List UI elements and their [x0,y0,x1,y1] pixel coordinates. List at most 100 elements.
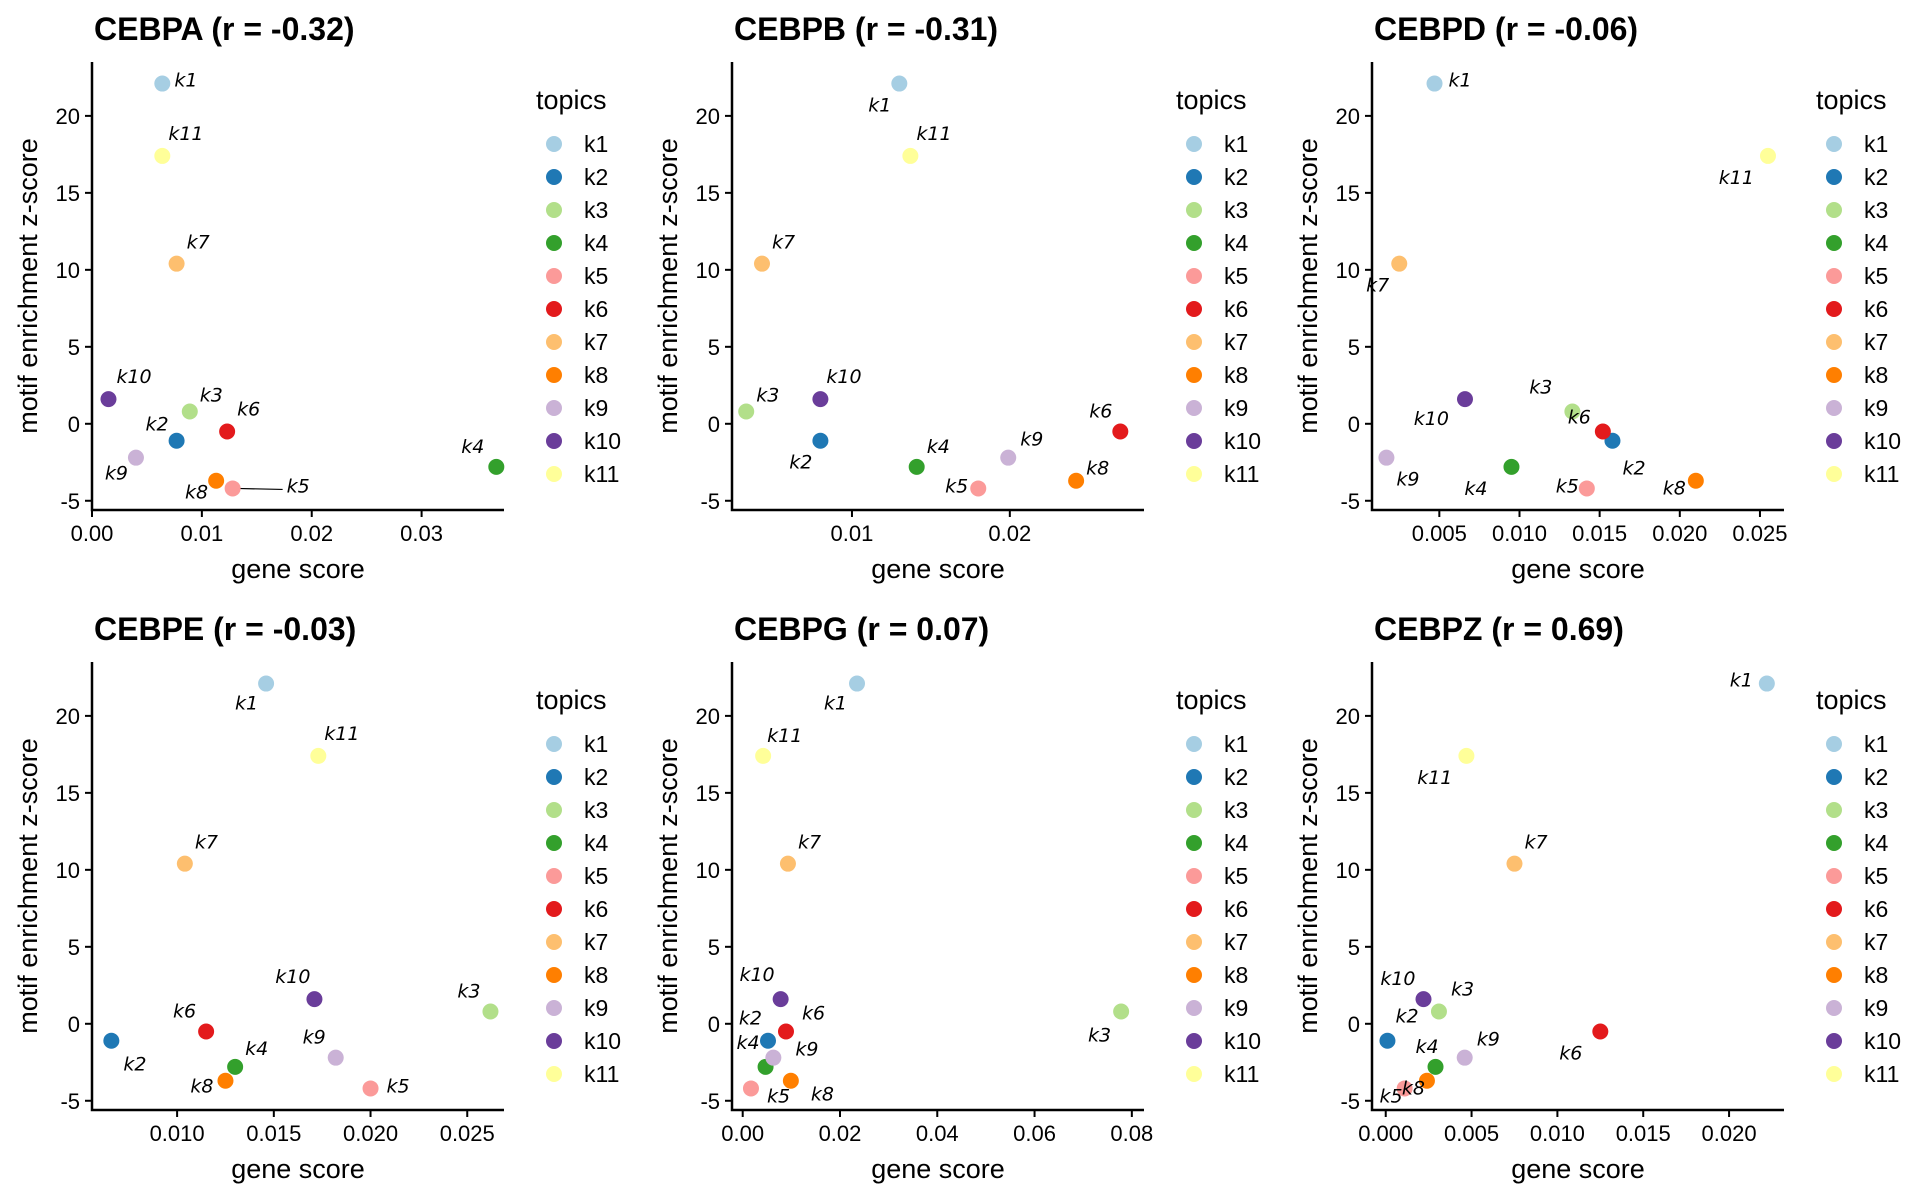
legend-swatch-k9 [546,1000,562,1016]
scatter-plot: CEBPA (r = -0.32) -5 0 5 10 15 20 0.00 0.01 0.02 0… [13,11,621,584]
chart-title: CEBPG (r = 0.07) [734,611,989,647]
legend-swatch-k10 [546,1033,562,1049]
scatter-point-k9 [1378,449,1395,466]
x-axis-title: gene score [871,554,1005,584]
legend-label: k5 [1864,863,1888,889]
legend-swatch-k5 [1826,268,1842,284]
y-tick-label: 5 [1348,335,1360,360]
legend-swatch-k11 [546,466,562,482]
legend-swatch-k5 [1186,268,1202,284]
point-label: k5 [945,475,968,497]
chart-title: CEBPA (r = -0.32) [94,11,355,47]
legend-title: topics [1176,685,1247,715]
scatter-point-k10 [1456,391,1473,408]
scatter-point-k8 [208,472,225,489]
point-label: k8 [1086,458,1109,480]
axis-lines [730,62,1144,512]
scatter-point-k7 [176,855,193,872]
legend-label: k9 [1224,395,1248,421]
scatter-point-k9 [765,1049,782,1066]
legend-label: k1 [1864,131,1888,157]
legend-label: k1 [1224,731,1248,757]
y-tick-label: -5 [1340,489,1360,514]
legend-swatch-k9 [1826,1000,1842,1016]
scatter-point-k6 [1112,423,1129,440]
x-tick-label: 0.015 [1572,521,1627,546]
legend-title: topics [1816,85,1887,115]
legend-swatch-k4 [546,235,562,251]
legend-label: k5 [1224,263,1248,289]
legend-label: k2 [1864,164,1888,190]
legend-label: k10 [1224,428,1261,454]
scatter-point-k9 [127,449,144,466]
scatter-point-k5 [1578,480,1595,497]
axis-lines [90,662,504,1112]
legend-swatch-k8 [1186,367,1202,383]
legend-label: k4 [1864,230,1889,256]
y-tick-label: 20 [56,704,80,729]
point-label: k11 [1719,167,1754,189]
legend-swatch-k1 [1826,136,1842,152]
point-label: k7 [1366,275,1389,297]
legend-swatch-k6 [546,901,562,917]
y-tick-label: 5 [1348,935,1360,960]
x-tick-label: 0.00 [721,1121,764,1146]
point-label: k3 [1529,376,1552,398]
legend-swatch-k1 [1826,736,1842,752]
scatter-point-k7 [1391,255,1408,272]
point-label: k9 [303,1027,326,1049]
point-label: k1 [1730,670,1753,692]
legend-label: k6 [1864,896,1888,922]
y-tick-label: 15 [696,181,720,206]
legend-swatch-k8 [546,967,562,983]
scatter-point-k8 [1687,472,1704,489]
scatter-point-k11 [310,747,327,764]
legend-label: k8 [1224,362,1248,388]
legend-label: k10 [1224,1028,1261,1054]
point-label: k3 [457,980,480,1002]
point-label: k9 [795,1039,818,1061]
legend-swatch-k10 [1826,1033,1842,1049]
legend-swatch-k3 [1186,202,1202,218]
legend-swatch-k2 [1186,169,1202,185]
scatter-point-k7 [1506,855,1523,872]
y-axis-title: motif enrichment z-score [13,738,43,1034]
scatter-point-k11 [902,147,919,164]
legend-swatch-k9 [546,400,562,416]
scatter-point-k2 [103,1032,120,1049]
point-label: k7 [187,232,210,254]
scatter-point-k4 [908,458,925,475]
legend-label: k1 [584,731,608,757]
scatter-point-k1 [258,675,275,692]
legend-swatch-k3 [546,202,562,218]
legend-swatch-k3 [1826,202,1842,218]
point-label: k9 [1396,469,1419,491]
legend-swatch-k3 [1186,802,1202,818]
y-tick-label: 10 [56,858,80,883]
x-tick-label: 0.005 [1444,1121,1499,1146]
point-label: k8 [1663,478,1686,500]
x-tick-label: 0.00 [71,521,114,546]
scatter-point-k5 [970,480,987,497]
point-label: k10 [116,366,151,388]
legend-swatch-k6 [1186,301,1202,317]
y-axis-title: motif enrichment z-score [1293,138,1323,434]
y-tick-label: -5 [60,1089,80,1114]
legend-label: k11 [1224,1061,1259,1087]
x-tick-label: 0.01 [180,521,223,546]
x-axis-title: gene score [1511,1154,1645,1184]
legend-label: k5 [584,863,608,889]
y-tick-label: -5 [1340,1089,1360,1114]
x-tick-label: 0.02 [290,521,333,546]
legend-label: k11 [1224,461,1259,487]
legend-label: k9 [584,995,608,1021]
legend-label: k10 [584,1028,621,1054]
scatter-point-k5 [1396,1080,1413,1097]
x-tick-label: 0.010 [1492,521,1547,546]
legend-swatch-k4 [1826,835,1842,851]
point-label: k4 [1416,1036,1439,1058]
point-label: k3 [756,384,779,406]
point-label: k10 [739,964,774,986]
legend-swatch-k2 [1826,769,1842,785]
